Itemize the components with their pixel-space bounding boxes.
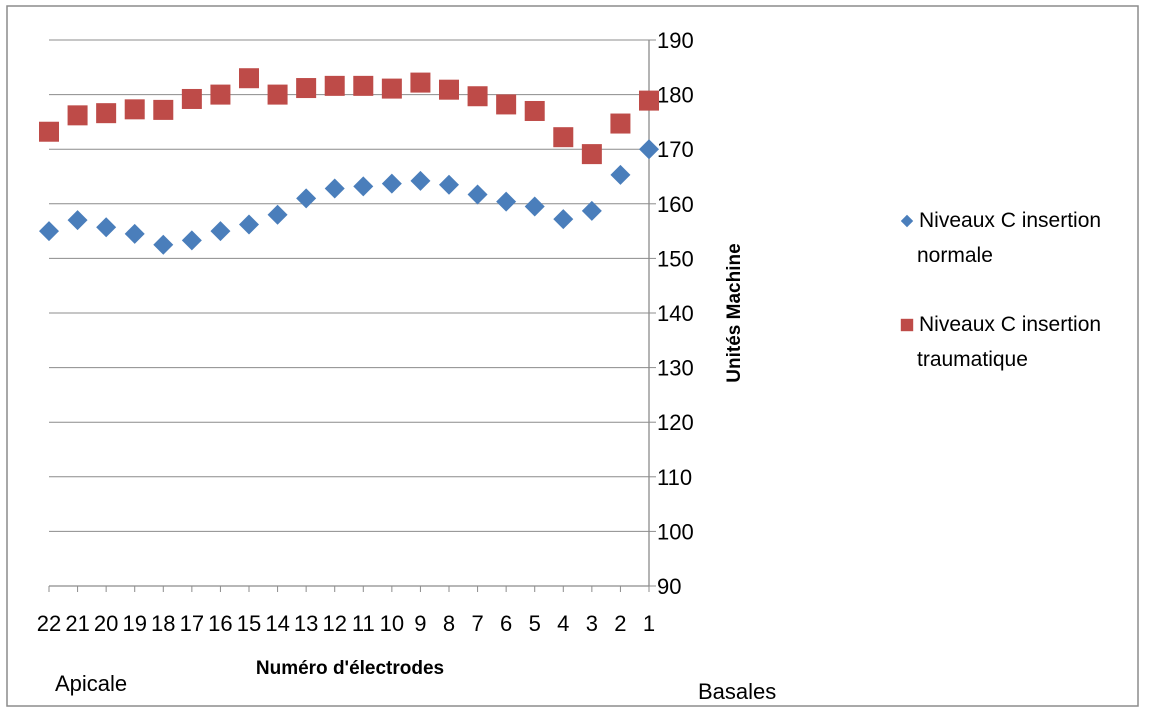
y-tick-label: 140 [657, 301, 694, 326]
series-diamond [39, 139, 659, 255]
data-point [67, 105, 88, 126]
x-tick-label: 19 [122, 611, 146, 636]
x-tick-label: 11 [352, 611, 375, 636]
data-point [96, 103, 117, 124]
data-point [639, 90, 659, 111]
data-point [296, 78, 317, 99]
series-square [39, 68, 659, 165]
basales-label: Basales [698, 679, 776, 704]
x-tick-label: 6 [500, 611, 512, 636]
x-tick-label: 20 [94, 611, 118, 636]
y-tick-label: 190 [657, 28, 694, 53]
data-point [210, 84, 231, 105]
data-point [381, 78, 402, 99]
y-tick-label: 110 [657, 465, 692, 490]
x-tick-label: 8 [443, 611, 455, 636]
data-point [324, 75, 345, 96]
x-tick-label: 10 [380, 611, 404, 636]
y-tick-label: 150 [657, 246, 694, 271]
x-tick-label: 17 [180, 611, 204, 636]
legend-marker-diamond [900, 214, 914, 228]
legend-label: traumatique [917, 348, 1028, 371]
y-tick-label: 170 [657, 137, 694, 162]
data-point [153, 234, 174, 255]
x-tick-label: 4 [557, 611, 569, 636]
data-point [239, 68, 259, 89]
data-point [610, 113, 631, 134]
y-tick-label: 100 [657, 519, 694, 544]
data-point [467, 86, 488, 107]
data-point [267, 204, 288, 225]
data-point [39, 221, 59, 242]
x-tick-label: 21 [65, 611, 89, 636]
x-tick-label: 7 [471, 611, 483, 636]
data-point [553, 127, 574, 148]
x-tick-label: 13 [294, 611, 318, 636]
apicale-label: Apicale [55, 671, 127, 696]
data-point [39, 121, 59, 142]
data-point [181, 88, 202, 109]
data-point [439, 79, 459, 100]
data-point [353, 75, 374, 96]
data-point [67, 210, 88, 231]
x-tick-label: 9 [414, 611, 426, 636]
data-point [239, 214, 259, 235]
data-point [553, 209, 574, 230]
data-point [296, 188, 317, 209]
x-tick-label: 16 [208, 611, 232, 636]
y-axis-title: Unités Machine [724, 243, 745, 382]
y-tick-labels: 90 100 110 120 130 140 150 160 170 180 190 [657, 28, 694, 599]
data-point [439, 174, 459, 195]
y-tick-label: 90 [657, 574, 681, 599]
legend-label: normale [917, 244, 993, 267]
x-tick-label: 22 [37, 611, 61, 636]
data-point [153, 99, 174, 120]
x-tick-label: 15 [237, 611, 261, 636]
data-point [496, 191, 517, 212]
legend-label: Niveaux C insertion [919, 209, 1101, 232]
data-point [410, 72, 431, 93]
legend-label: Niveaux C insertion [919, 313, 1101, 336]
legend: Niveaux C insertion normale Niveaux C inse… [900, 209, 1101, 371]
data-point [381, 173, 402, 194]
data-point [524, 100, 545, 121]
x-axis-title: Numéro d'électrodes [256, 658, 444, 679]
data-point [96, 217, 117, 238]
data-point [524, 196, 545, 217]
y-tick-label: 130 [657, 356, 694, 381]
axes [48, 40, 650, 592]
data-point [639, 139, 659, 160]
y-tick-label: 180 [657, 83, 694, 108]
data-point [581, 200, 602, 221]
data-point [467, 184, 488, 205]
data-point [181, 230, 202, 251]
data-point [267, 84, 288, 105]
x-tick-label: 1 [643, 611, 655, 636]
data-point [210, 221, 231, 242]
data-point [496, 94, 517, 115]
x-tick-label: 5 [529, 611, 541, 636]
x-tick-label: 3 [586, 611, 598, 636]
data-point [410, 170, 431, 191]
x-tick-label: 2 [614, 611, 626, 636]
chart-border [6, 5, 1139, 707]
plot-series [39, 68, 659, 255]
x-tick-label: 14 [265, 611, 289, 636]
legend-marker-square [900, 318, 914, 332]
x-tick-labels: 22 21 20 19 18 17 16 15 14 13 12 11 10 9 8 7 6 5 4 3 2 1 [37, 611, 655, 636]
data-point [124, 99, 145, 120]
y-tick-label: 160 [657, 192, 694, 217]
y-tick-label: 120 [657, 410, 694, 435]
x-tick-label: 18 [151, 611, 175, 636]
data-point [324, 178, 345, 199]
data-point [610, 164, 631, 185]
x-tick-label: 12 [322, 611, 346, 636]
data-point [353, 176, 374, 197]
data-point [581, 144, 602, 165]
data-point [124, 223, 145, 244]
